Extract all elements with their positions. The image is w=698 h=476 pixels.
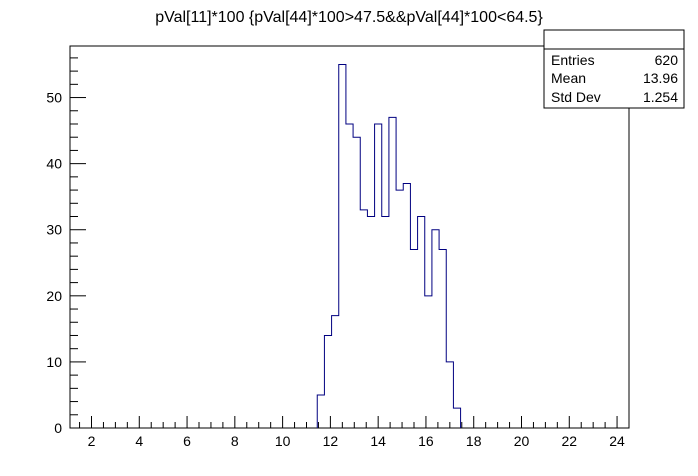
y-tick-label: 0 (54, 420, 62, 436)
x-axis: 2 4 6 8 10 12 14 16 18 20 22 24 (79, 416, 630, 449)
x-tick-label: 18 (466, 433, 482, 449)
stats-stddev-label: Std Dev (551, 89, 601, 105)
x-tick-label: 8 (231, 433, 239, 449)
x-tick-label: 2 (88, 433, 96, 449)
x-tick-label: 10 (275, 433, 291, 449)
stats-entries-value: 620 (655, 52, 679, 68)
x-tick-label: 20 (514, 433, 530, 449)
y-tick-label: 40 (46, 156, 62, 172)
x-tick-label: 14 (370, 433, 386, 449)
x-tick-label: 4 (135, 433, 143, 449)
x-tick-label: 6 (183, 433, 191, 449)
chart-title: pVal[11]*100 {pVal[44]*100>47.5&&pVal[44… (155, 9, 543, 26)
histogram-series-line (316, 64, 462, 428)
y-tick-label: 30 (46, 222, 62, 238)
x-tick-label: 24 (609, 433, 625, 449)
x-tick-label: 16 (418, 433, 434, 449)
x-tick-label: 12 (323, 433, 339, 449)
stats-box-frame (543, 29, 685, 109)
y-tick-label: 10 (46, 354, 62, 370)
stats-stddev-value: 1.254 (643, 89, 678, 105)
stats-box: Entries 620 Mean 13.96 Std Dev 1.254 (543, 29, 685, 109)
stats-mean-label: Mean (551, 70, 586, 86)
y-axis: 0 10 20 30 40 50 (46, 57, 86, 436)
stats-entries-label: Entries (551, 52, 595, 68)
y-tick-label: 20 (46, 288, 62, 304)
stats-mean-value: 13.96 (643, 70, 678, 86)
y-tick-label: 50 (46, 90, 62, 106)
x-tick-label: 22 (561, 433, 577, 449)
plot-frame (69, 45, 630, 429)
